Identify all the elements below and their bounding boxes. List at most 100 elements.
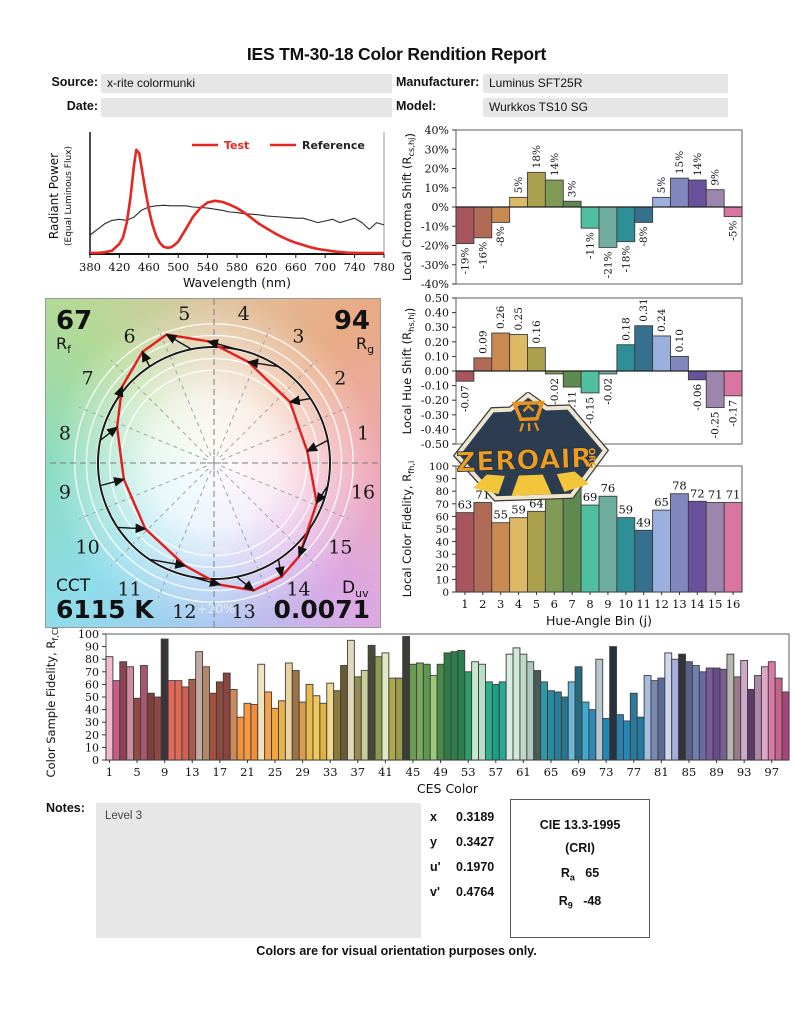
- svg-text:8: 8: [586, 597, 593, 611]
- svg-text:Local Hue Shift (Rhs,hj): Local Hue Shift (Rhs,hj): [400, 308, 417, 435]
- svg-text:5%: 5%: [656, 177, 668, 194]
- zeroair-logo: ZEROAIR ORG: [452, 390, 610, 502]
- svg-text:30: 30: [436, 549, 449, 561]
- local-color-fidelity-chart: 1009080706050403020100637155596478836976…: [400, 461, 743, 628]
- svg-text:53: 53: [461, 765, 476, 779]
- svg-text:49: 49: [636, 515, 651, 529]
- svg-text:-0.02: -0.02: [549, 378, 561, 405]
- svg-text:13: 13: [232, 601, 256, 623]
- svg-text:4: 4: [238, 303, 250, 325]
- svg-text:1: 1: [461, 597, 468, 611]
- logo-suffix: ORG: [586, 448, 597, 469]
- svg-text:Wavelength (nm): Wavelength (nm): [183, 275, 291, 290]
- svg-text:0.31: 0.31: [638, 298, 650, 321]
- cri-box: CIE 13.3-1995 (CRI) Ra 65 R9 -48: [510, 799, 650, 938]
- svg-text:93: 93: [737, 765, 752, 779]
- svg-text:49: 49: [433, 765, 448, 779]
- svg-text:14%: 14%: [692, 153, 704, 176]
- source-label: Source:: [51, 75, 98, 89]
- svg-text:65: 65: [654, 495, 669, 509]
- svg-text:18%: 18%: [531, 145, 543, 168]
- svg-text:100: 100: [429, 461, 449, 473]
- u-prime-label: u': [430, 860, 441, 874]
- u-prime-value: 0.1970: [456, 860, 495, 874]
- svg-text:-0.06: -0.06: [692, 383, 704, 410]
- svg-text:Radiant Power: Radiant Power: [47, 153, 61, 239]
- svg-text:0.00: 0.00: [425, 365, 450, 378]
- svg-text:580: 580: [226, 260, 248, 274]
- svg-text:81: 81: [654, 765, 669, 779]
- svg-text:61: 61: [516, 765, 531, 779]
- manufacturer-label: Manufacturer:: [396, 75, 480, 89]
- svg-text:9: 9: [161, 765, 168, 779]
- svg-text:97: 97: [764, 765, 779, 779]
- svg-text:14: 14: [286, 578, 310, 600]
- date-field[interactable]: [101, 98, 392, 117]
- svg-text:50: 50: [436, 524, 449, 536]
- svg-text:-21%: -21%: [602, 251, 614, 278]
- svg-text:Local Color Fidelity, Rfh,i: Local Color Fidelity, Rfh,i: [400, 461, 416, 598]
- manufacturer-field[interactable]: Luminus SFT25R: [483, 74, 728, 93]
- svg-text:Hue-Angle Bin (j): Hue-Angle Bin (j): [546, 613, 652, 628]
- svg-text:1: 1: [106, 765, 113, 779]
- logo-flashlight-icon: [511, 400, 545, 422]
- svg-text:0.10: 0.10: [674, 329, 686, 352]
- svg-text:-5%: -5%: [728, 221, 740, 241]
- svg-text:-20%: -20%: [200, 543, 232, 558]
- page-title: IES TM-30-18 Color Rendition Report: [246, 44, 547, 64]
- svg-text:-0.25: -0.25: [710, 412, 722, 439]
- svg-text:460: 460: [138, 260, 160, 274]
- svg-text:94: 94: [334, 306, 370, 336]
- v-prime-value: 0.4764: [456, 885, 495, 899]
- svg-text:50: 50: [85, 691, 99, 704]
- source-field[interactable]: x-rite colormunki: [101, 74, 392, 93]
- notes-field[interactable]: Level 3: [96, 803, 421, 938]
- svg-text:-0.07: -0.07: [459, 385, 471, 412]
- svg-text:12: 12: [654, 597, 669, 611]
- svg-text:90: 90: [85, 641, 99, 654]
- svg-text:5: 5: [178, 303, 190, 325]
- svg-text:-19%: -19%: [459, 248, 471, 275]
- svg-text:21: 21: [240, 765, 255, 779]
- svg-text:90: 90: [436, 474, 449, 486]
- ra-value: 65: [585, 866, 600, 880]
- svg-text:Color Sample Fidelity, Rf,CESi: Color Sample Fidelity, Rf,CESi: [44, 628, 60, 777]
- svg-text:69: 69: [571, 765, 586, 779]
- model-label: Model:: [396, 99, 437, 113]
- svg-text:13: 13: [672, 597, 687, 611]
- svg-text:67: 67: [56, 306, 92, 336]
- svg-text:-11%: -11%: [585, 232, 597, 259]
- model-field[interactable]: Wurkkos TS10 SG: [483, 98, 728, 117]
- svg-text:0.18: 0.18: [620, 317, 632, 340]
- svg-text:40: 40: [436, 537, 449, 549]
- svg-text:12: 12: [172, 601, 196, 623]
- svg-text:-8%: -8%: [638, 226, 650, 246]
- svg-text:0.16: 0.16: [531, 320, 543, 344]
- svg-text:60: 60: [85, 678, 99, 691]
- svg-text:78: 78: [672, 479, 687, 493]
- svg-text:14%: 14%: [549, 153, 561, 176]
- svg-text:71: 71: [726, 488, 741, 502]
- local-chroma-shift-chart: 40% 30% 20% 10% 0% -10% -20% -30% -40% -19% -16% -8…: [400, 124, 743, 291]
- svg-text:20%: 20%: [425, 163, 449, 176]
- svg-text:41: 41: [378, 765, 393, 779]
- svg-text:-0.50: -0.50: [421, 438, 449, 451]
- svg-text:-20%: -20%: [421, 240, 449, 253]
- svg-text:9%: 9%: [710, 169, 722, 186]
- svg-text:Reference: Reference: [302, 139, 365, 152]
- svg-text:70: 70: [85, 666, 99, 679]
- svg-text:45: 45: [406, 765, 421, 779]
- svg-text:6: 6: [551, 597, 558, 611]
- svg-text:3%: 3%: [567, 181, 579, 198]
- svg-text:0: 0: [442, 587, 449, 599]
- svg-text:-8%: -8%: [495, 226, 507, 246]
- svg-text:-0.17: -0.17: [728, 400, 740, 427]
- svg-text:0.09: 0.09: [477, 330, 489, 353]
- date-label: Date:: [66, 99, 98, 113]
- spectral-power-chart: 380 420 460 500 540 580 620 660 700 740 780 Wavelen…: [47, 132, 395, 290]
- x-value: 0.3189: [456, 810, 495, 824]
- svg-text:15: 15: [708, 597, 723, 611]
- svg-text:CCT: CCT: [56, 576, 91, 596]
- v-prime-label: v': [430, 885, 440, 899]
